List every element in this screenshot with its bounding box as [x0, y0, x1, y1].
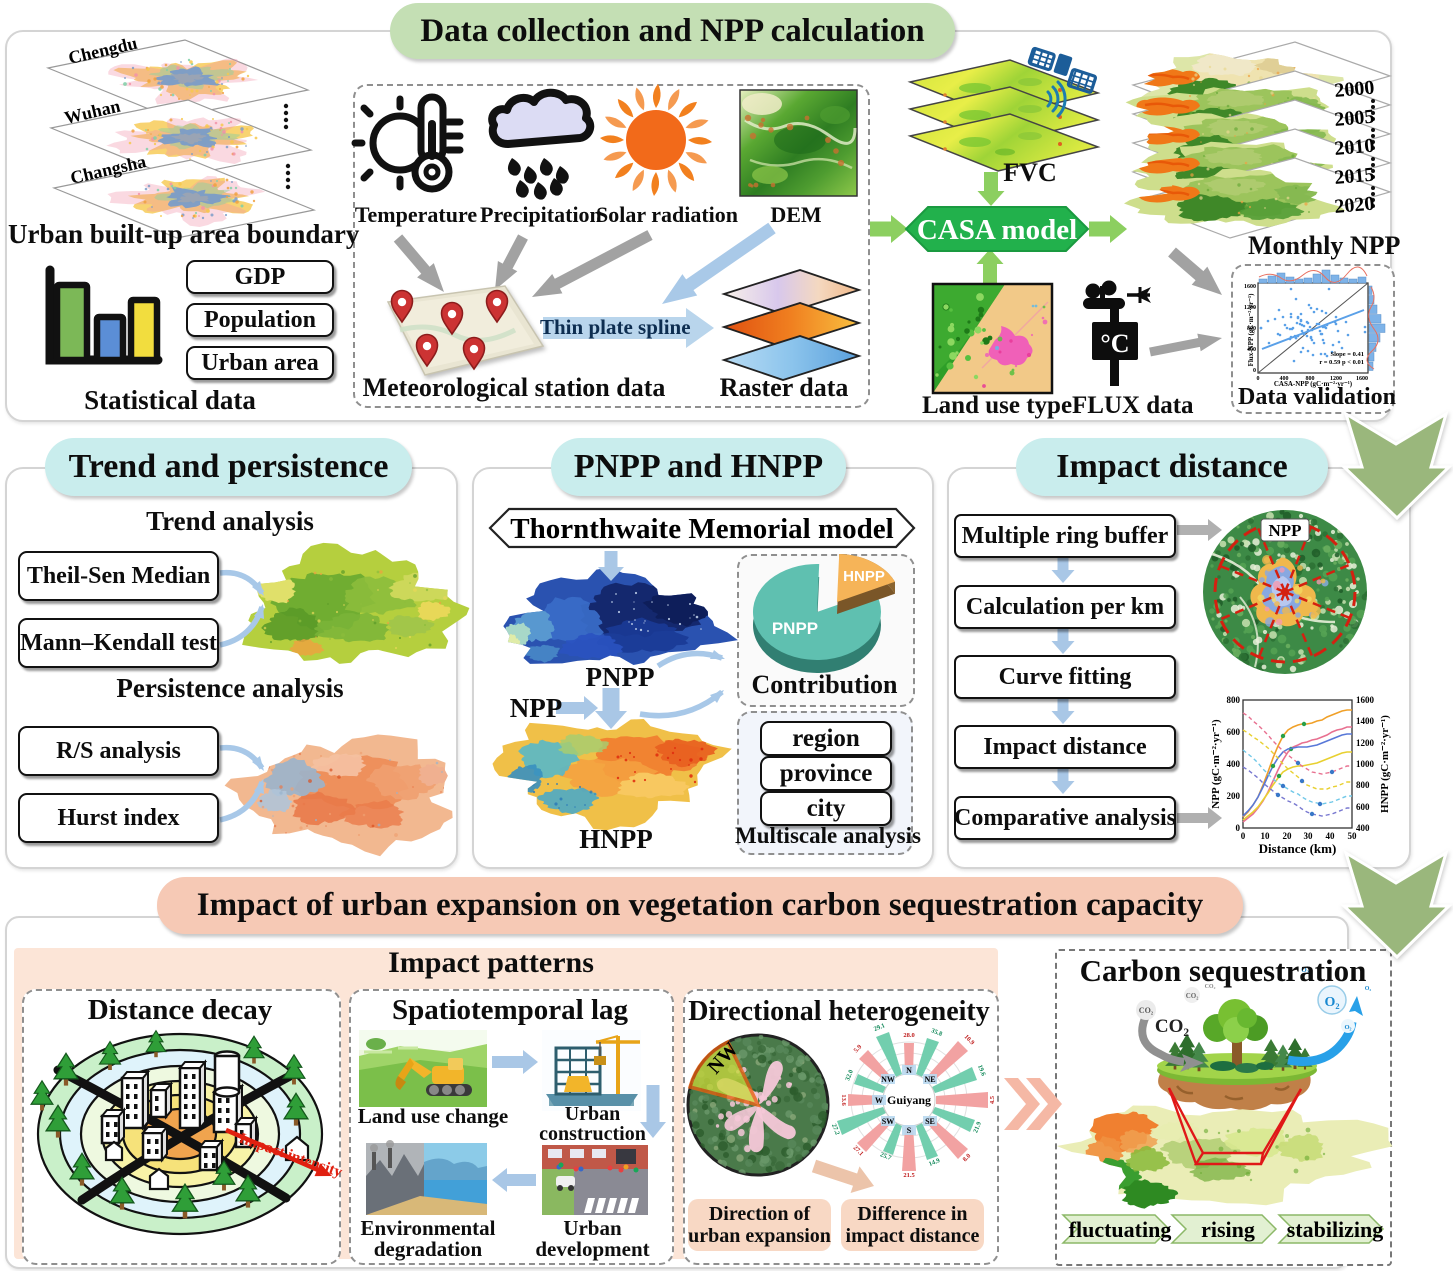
svg-text:O₂: O₂ — [1344, 1024, 1351, 1031]
svg-text:400: 400 — [1227, 759, 1241, 769]
svg-text:35.8: 35.8 — [930, 1027, 944, 1038]
svg-text:SW: SW — [882, 1117, 894, 1126]
svg-text:NE: NE — [924, 1075, 935, 1084]
svg-text:2015: 2015 — [1334, 164, 1376, 189]
svg-text:fluctuating: fluctuating — [1069, 1217, 1172, 1242]
svg-text:HNPP (gC·m⁻²·yr⁻¹): HNPP (gC·m⁻²·yr⁻¹) — [1379, 715, 1391, 813]
svg-text:N: N — [906, 1066, 912, 1075]
svg-text:r = 0.59 p < 0.01: r = 0.59 p < 0.01 — [1319, 359, 1364, 366]
svg-text:600: 600 — [1356, 802, 1370, 812]
svg-text:2000: 2000 — [1334, 77, 1376, 102]
svg-text:1600: 1600 — [1244, 284, 1256, 290]
svg-text:Guiyang: Guiyang — [887, 1093, 931, 1107]
svg-text:Flux-NPP (gC·m⁻²·yr⁻¹): Flux-NPP (gC·m⁻²·yr⁻¹) — [1247, 293, 1255, 366]
svg-text:27.2: 27.2 — [830, 1123, 841, 1136]
svg-text:0: 0 — [1236, 823, 1241, 833]
svg-text:50: 50 — [1348, 831, 1358, 841]
svg-text:rising: rising — [1201, 1217, 1255, 1242]
svg-text:NW: NW — [881, 1075, 895, 1084]
svg-text:40: 40 — [1326, 831, 1336, 841]
svg-text:10: 10 — [1261, 831, 1271, 841]
svg-text:1200: 1200 — [1244, 305, 1256, 311]
svg-text:CASA-NPP (gC·m⁻²·yr⁻¹): CASA-NPP (gC·m⁻²·yr⁻¹) — [1274, 380, 1353, 388]
svg-text:CASA model: CASA model — [917, 214, 1077, 246]
svg-text:800: 800 — [1356, 780, 1370, 790]
svg-text:2020: 2020 — [1334, 193, 1376, 218]
svg-text:4.5: 4.5 — [989, 1095, 996, 1104]
svg-text:600: 600 — [1227, 727, 1241, 737]
svg-text:CO₂: CO₂ — [1155, 1016, 1190, 1037]
svg-text:5.9: 5.9 — [853, 1043, 864, 1054]
svg-text:PNPP: PNPP — [772, 619, 818, 638]
svg-text:NPP (gC·m⁻²·yr⁻¹): NPP (gC·m⁻²·yr⁻¹) — [1210, 719, 1222, 809]
svg-text:800: 800 — [1227, 695, 1241, 705]
svg-text:800: 800 — [1247, 326, 1256, 332]
svg-text:1600: 1600 — [1356, 695, 1375, 705]
svg-text:W: W — [875, 1096, 883, 1105]
svg-text:28.0: 28.0 — [903, 1032, 914, 1039]
svg-text:0: 0 — [1253, 368, 1256, 374]
svg-text:400: 400 — [1356, 823, 1370, 833]
svg-text:CO₂: CO₂ — [1186, 992, 1199, 1000]
svg-text:10.9: 10.9 — [963, 1033, 977, 1047]
svg-text:21.9: 21.9 — [972, 1120, 983, 1134]
svg-text:O₂: O₂ — [1365, 986, 1372, 992]
svg-text:O₂: O₂ — [1301, 966, 1309, 974]
svg-text:O₂: O₂ — [1324, 995, 1339, 1010]
svg-text:S: S — [907, 1126, 912, 1135]
svg-text:2005: 2005 — [1334, 106, 1376, 131]
svg-text:1200: 1200 — [1356, 738, 1375, 748]
svg-text:HNPP: HNPP — [843, 568, 885, 585]
svg-text:stabilizing: stabilizing — [1287, 1217, 1384, 1242]
svg-text:Slope = 0.41: Slope = 0.41 — [1331, 351, 1365, 358]
svg-text:1200: 1200 — [1330, 376, 1342, 382]
svg-text:0: 0 — [1257, 376, 1260, 382]
svg-text:21.5: 21.5 — [903, 1172, 915, 1179]
svg-text:1600: 1600 — [1356, 376, 1368, 382]
svg-text:32.0: 32.0 — [844, 1069, 855, 1082]
svg-text:2010: 2010 — [1334, 135, 1376, 160]
svg-text:30: 30 — [1304, 831, 1314, 841]
svg-text:0: 0 — [1241, 831, 1246, 841]
svg-text:1400: 1400 — [1356, 716, 1375, 726]
svg-text:SE: SE — [925, 1117, 935, 1126]
svg-text:1000: 1000 — [1356, 759, 1375, 769]
svg-text:CO₂: CO₂ — [1139, 1006, 1154, 1015]
svg-text:29.1: 29.1 — [873, 1022, 886, 1033]
svg-text:8.0: 8.0 — [962, 1153, 973, 1164]
svg-text:25.7: 25.7 — [879, 1151, 893, 1162]
svg-text:800: 800 — [1306, 376, 1315, 382]
svg-text:Distance (km): Distance (km) — [1259, 841, 1337, 856]
svg-text:400: 400 — [1280, 376, 1289, 382]
svg-text:CO₂: CO₂ — [1205, 984, 1216, 990]
svg-text:200: 200 — [1227, 791, 1241, 801]
svg-text:14.9: 14.9 — [928, 1157, 942, 1168]
svg-text:NPP: NPP — [1268, 521, 1301, 540]
svg-text:13.6: 13.6 — [840, 1094, 847, 1106]
svg-text:400: 400 — [1247, 347, 1256, 353]
svg-text:°C: °C — [1100, 329, 1129, 358]
svg-text:20: 20 — [1283, 831, 1293, 841]
svg-text:19.6: 19.6 — [976, 1064, 987, 1078]
svg-text:Thornthwaite Memorial model: Thornthwaite Memorial model — [510, 513, 893, 545]
